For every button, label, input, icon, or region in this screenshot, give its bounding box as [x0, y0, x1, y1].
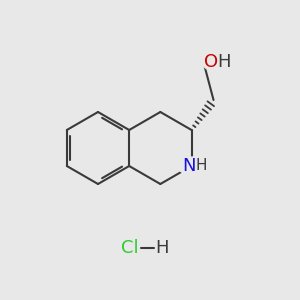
Text: H: H: [217, 53, 231, 71]
Text: O: O: [204, 53, 218, 71]
Text: H: H: [196, 158, 207, 173]
Ellipse shape: [178, 157, 209, 175]
Text: N: N: [182, 157, 195, 175]
Ellipse shape: [202, 53, 230, 71]
Text: H: H: [155, 239, 169, 257]
Text: Cl: Cl: [121, 239, 139, 257]
